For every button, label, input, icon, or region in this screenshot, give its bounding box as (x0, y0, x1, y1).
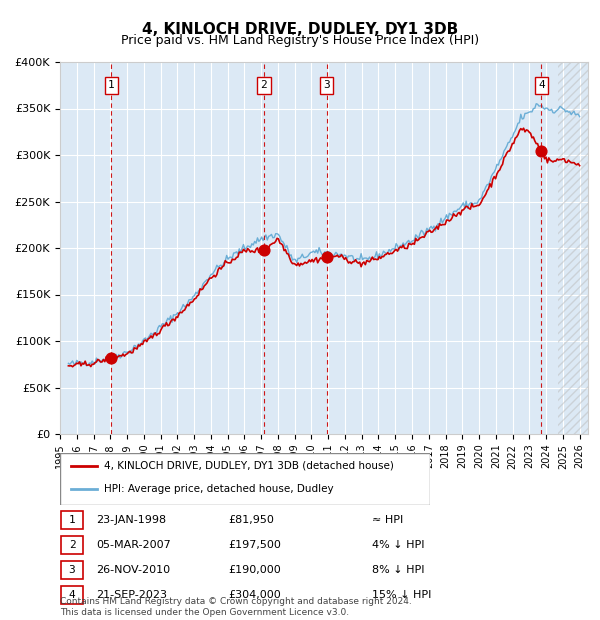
Text: 26-NOV-2010: 26-NOV-2010 (96, 565, 170, 575)
FancyBboxPatch shape (61, 512, 83, 529)
Text: ≈ HPI: ≈ HPI (372, 515, 403, 525)
Point (536, 146, 546, 156)
Text: 3: 3 (68, 565, 76, 575)
Text: 1: 1 (108, 80, 115, 91)
Text: Price paid vs. HM Land Registry's House Price Index (HPI): Price paid vs. HM Land Registry's House … (121, 34, 479, 47)
Text: 21-SEP-2023: 21-SEP-2023 (96, 590, 167, 600)
Text: £197,500: £197,500 (228, 540, 281, 550)
Text: 8% ↓ HPI: 8% ↓ HPI (372, 565, 425, 575)
Text: HPI: Average price, detached house, Dudley: HPI: Average price, detached house, Dudl… (104, 484, 334, 495)
Text: 1: 1 (68, 515, 76, 525)
Text: 2: 2 (68, 540, 76, 550)
Point (107, 353, 116, 363)
Point (259, 246, 269, 255)
Text: 3: 3 (323, 80, 330, 91)
FancyBboxPatch shape (60, 453, 430, 505)
Text: £81,950: £81,950 (228, 515, 274, 525)
Text: £190,000: £190,000 (228, 565, 281, 575)
Text: 23-JAN-1998: 23-JAN-1998 (96, 515, 166, 525)
Text: 4: 4 (68, 590, 76, 600)
Bar (558, 62, 588, 434)
Text: £304,000: £304,000 (228, 590, 281, 600)
Text: 4% ↓ HPI: 4% ↓ HPI (372, 540, 425, 550)
FancyBboxPatch shape (61, 561, 83, 578)
FancyBboxPatch shape (61, 536, 83, 554)
Text: 2: 2 (260, 80, 268, 91)
Text: Contains HM Land Registry data © Crown copyright and database right 2024.
This d: Contains HM Land Registry data © Crown c… (60, 598, 412, 617)
Text: 4: 4 (538, 80, 545, 91)
Text: 4, KINLOCH DRIVE, DUDLEY, DY1 3DB: 4, KINLOCH DRIVE, DUDLEY, DY1 3DB (142, 22, 458, 37)
Text: 15% ↓ HPI: 15% ↓ HPI (372, 590, 431, 600)
Text: 4, KINLOCH DRIVE, DUDLEY, DY1 3DB (detached house): 4, KINLOCH DRIVE, DUDLEY, DY1 3DB (detac… (104, 461, 394, 471)
FancyBboxPatch shape (61, 586, 83, 603)
Text: 05-MAR-2007: 05-MAR-2007 (96, 540, 171, 550)
Point (322, 252, 331, 262)
